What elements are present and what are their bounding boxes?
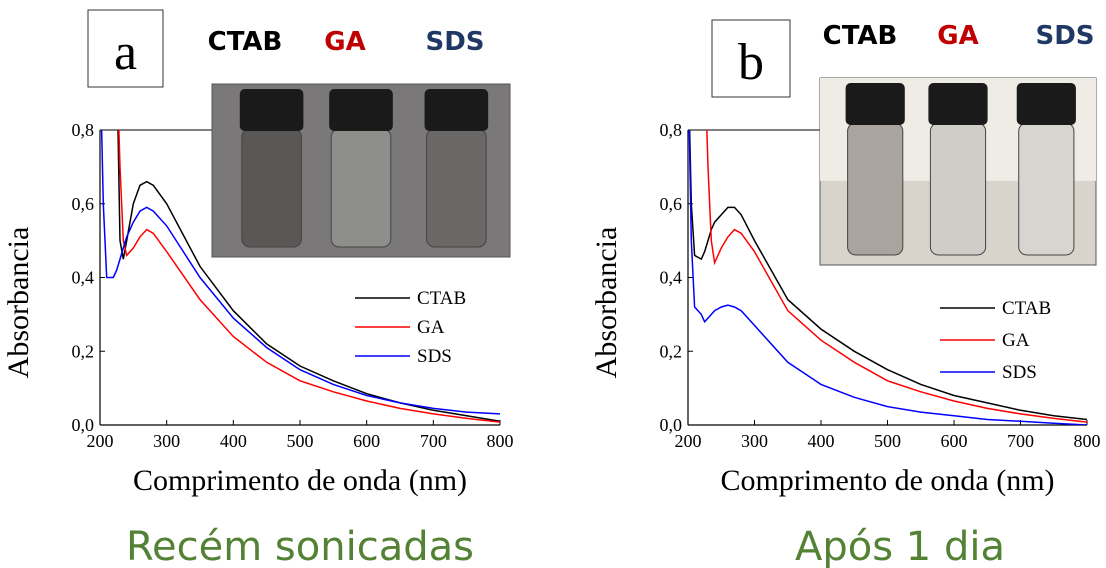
x-tick-label: 500 — [874, 431, 901, 451]
x-tick-label: 700 — [420, 431, 447, 451]
panel-label: b — [738, 34, 764, 91]
y-axis-label: Absorbancia — [2, 227, 35, 379]
vial — [1019, 123, 1074, 255]
y-tick-label: 0,8 — [660, 120, 683, 140]
y-tick-label: 0,6 — [660, 194, 683, 214]
legend-label: CTAB — [417, 288, 466, 309]
legend-label: GA — [417, 317, 445, 338]
x-tick-label: 200 — [675, 431, 702, 451]
y-axis-label: Absorbancia — [590, 227, 623, 379]
x-axis-label: Comprimento de onda (nm) — [720, 464, 1054, 497]
x-tick-label: 500 — [287, 431, 314, 451]
y-tick-label: 0,2 — [72, 341, 95, 361]
vial-cap — [425, 89, 489, 131]
y-tick-label: 0,4 — [72, 268, 95, 288]
x-tick-label: 400 — [220, 431, 247, 451]
legend-label: SDS — [1002, 362, 1037, 383]
y-tick-label: 0,6 — [72, 194, 95, 214]
x-tick-label: 300 — [153, 431, 180, 451]
photo-label: GA — [937, 21, 978, 51]
photo-label: GA — [324, 27, 365, 57]
legend-label: GA — [1002, 330, 1030, 351]
x-tick-label: 800 — [487, 431, 514, 451]
x-axis-label: Comprimento de onda (nm) — [133, 464, 467, 497]
caption: Recém sonicadas — [126, 524, 474, 568]
vial-cap — [1017, 83, 1076, 125]
vial-cap — [329, 89, 393, 131]
legend-label: SDS — [417, 346, 452, 367]
panel-label: a — [114, 24, 137, 81]
vial-cap — [846, 83, 905, 125]
vial — [930, 123, 985, 255]
x-tick-label: 600 — [941, 431, 968, 451]
vial — [427, 129, 487, 247]
caption: Após 1 dia — [795, 524, 1005, 568]
vial-cap — [240, 89, 304, 131]
x-tick-label: 200 — [87, 431, 114, 451]
photo-label: SDS — [425, 27, 484, 57]
y-tick-label: 0,4 — [660, 268, 683, 288]
photo-label: CTAB — [208, 27, 283, 57]
vial-cap — [928, 83, 987, 125]
vial — [242, 129, 302, 247]
vial — [848, 123, 903, 255]
y-tick-label: 0,2 — [660, 341, 683, 361]
figure: 0,00,20,40,60,8200300400500600700800Comp… — [0, 0, 1106, 568]
x-tick-label: 700 — [1007, 431, 1034, 451]
y-tick-label: 0,8 — [72, 120, 95, 140]
photo-label: CTAB — [823, 21, 898, 51]
vial — [331, 129, 391, 247]
legend-label: CTAB — [1002, 298, 1051, 319]
x-tick-label: 600 — [353, 431, 380, 451]
x-tick-label: 400 — [808, 431, 835, 451]
x-tick-label: 800 — [1074, 431, 1101, 451]
x-tick-label: 300 — [741, 431, 768, 451]
photo-label: SDS — [1035, 21, 1094, 51]
